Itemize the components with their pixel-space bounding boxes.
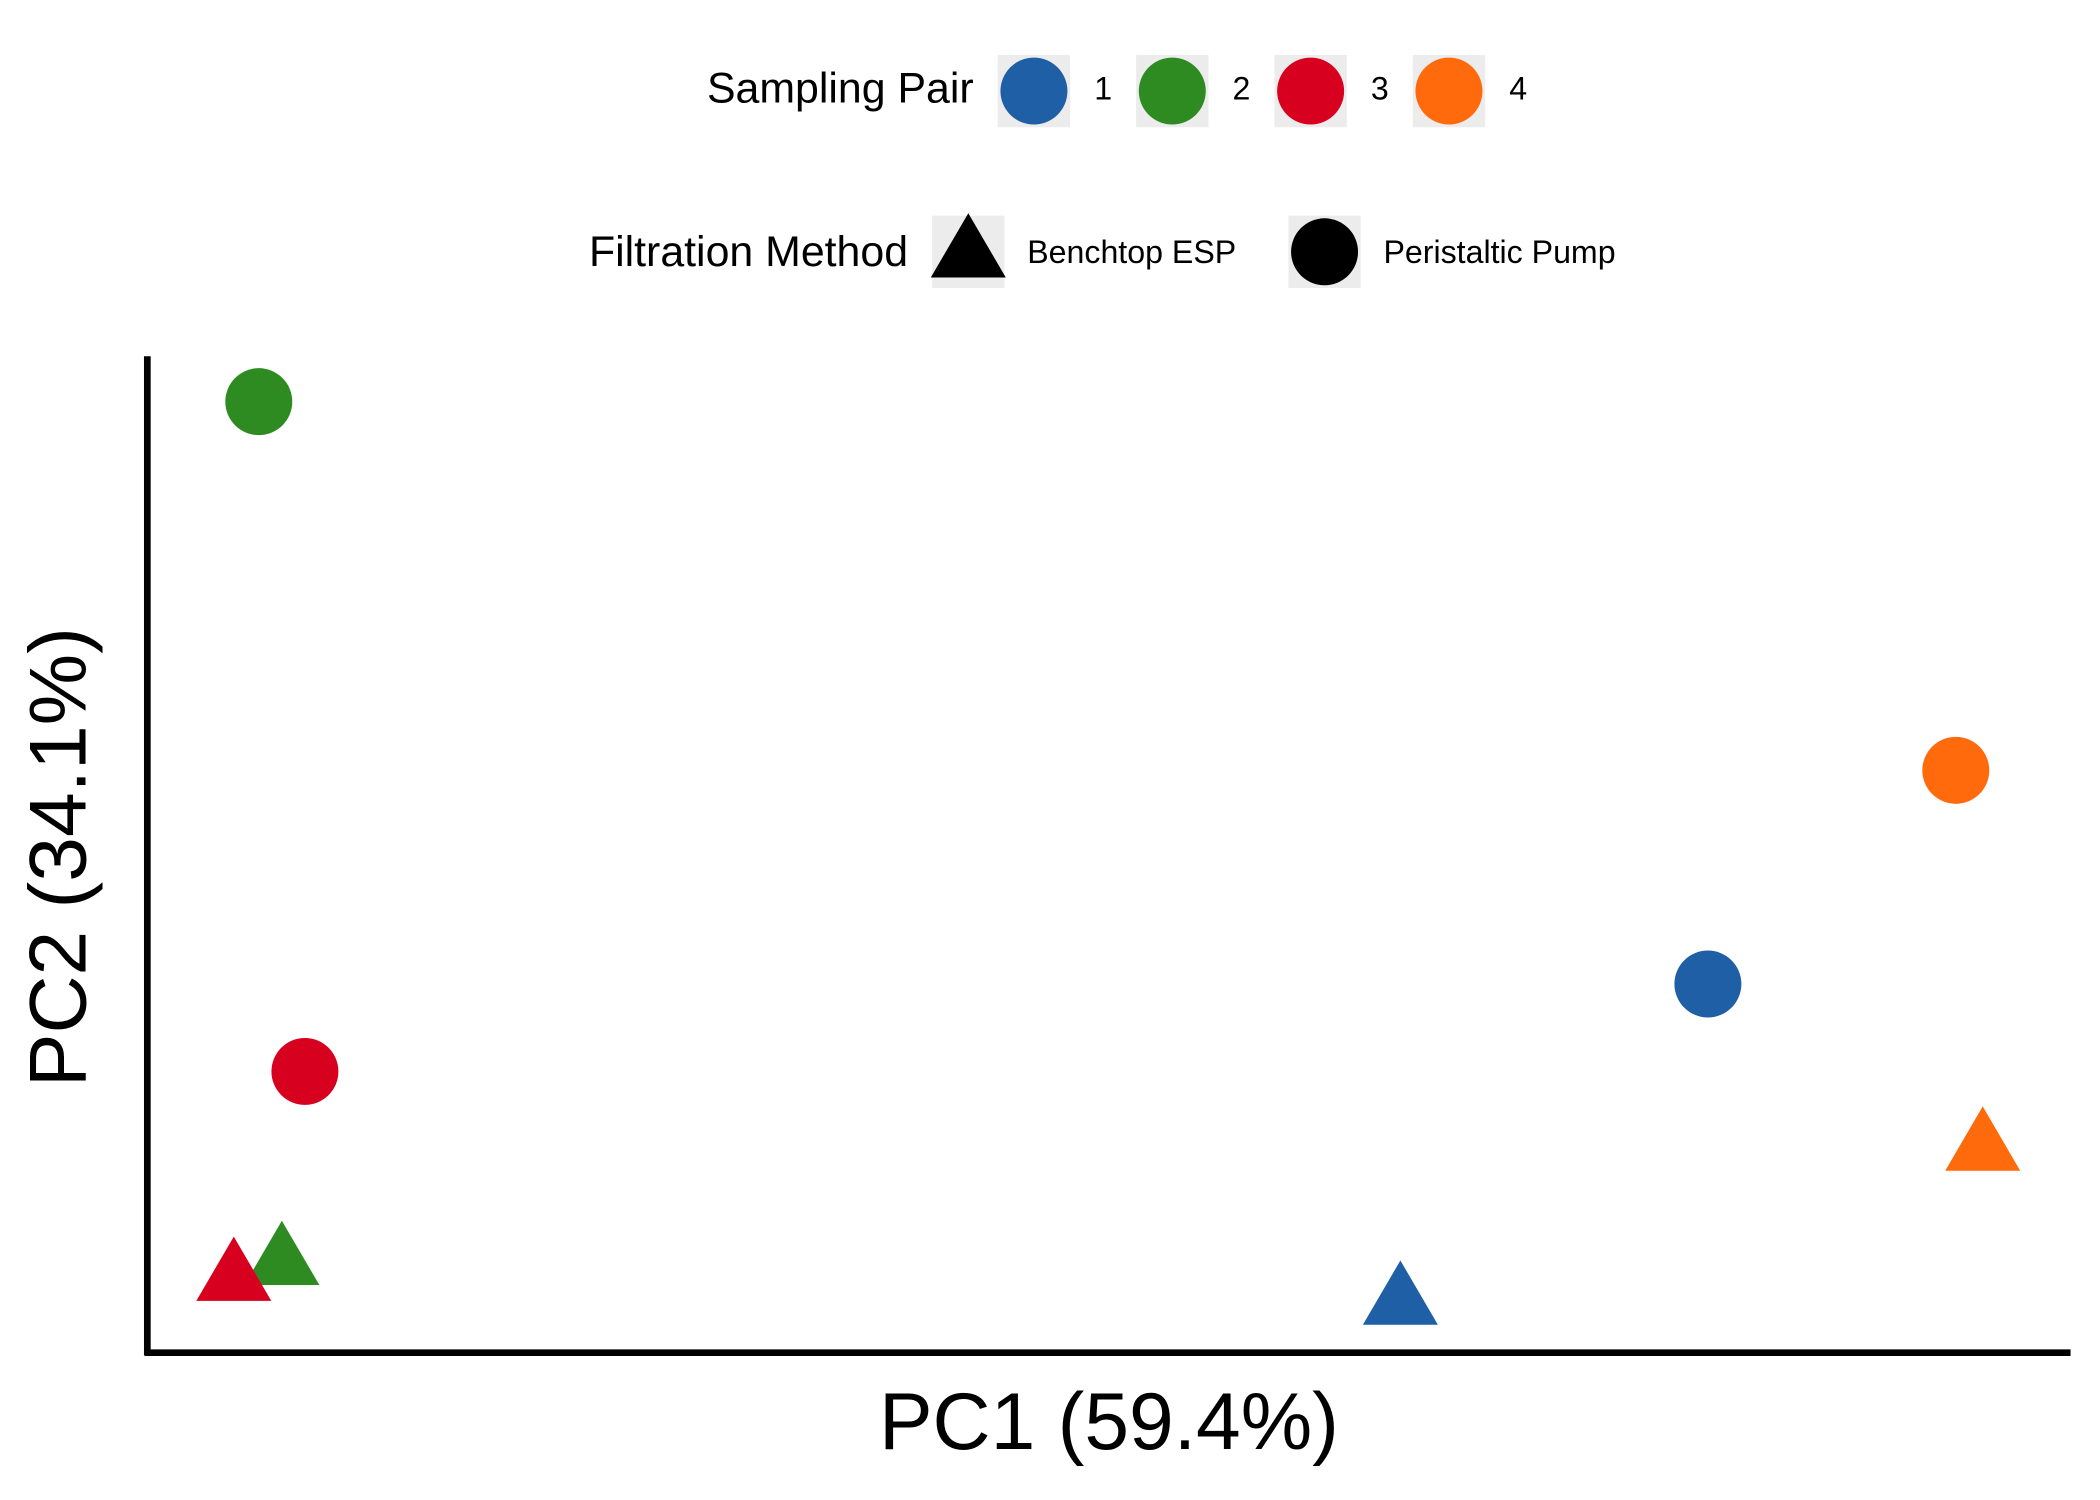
legend-label: Benchtop ESP bbox=[1027, 234, 1236, 270]
point bbox=[196, 1236, 272, 1301]
point bbox=[225, 368, 293, 436]
point bbox=[1922, 736, 1990, 804]
legend-label: Peristaltic Pump bbox=[1383, 234, 1615, 270]
point bbox=[1674, 950, 1742, 1018]
legend-title: Sampling Pair bbox=[707, 64, 974, 112]
legend-swatch bbox=[1138, 57, 1206, 125]
legend-swatch bbox=[1277, 57, 1345, 125]
legend-swatch bbox=[1291, 218, 1359, 286]
legend-swatch bbox=[1415, 57, 1483, 125]
legend-label: 1 bbox=[1094, 71, 1112, 107]
point bbox=[1362, 1260, 1438, 1325]
legend-title: Filtration Method bbox=[589, 228, 908, 276]
legend-swatch bbox=[930, 213, 1006, 278]
legend-label: 3 bbox=[1371, 71, 1389, 107]
point bbox=[271, 1037, 339, 1105]
legend-swatch bbox=[1000, 57, 1068, 125]
point bbox=[244, 1220, 320, 1285]
point bbox=[1945, 1106, 2021, 1171]
legend-label: 2 bbox=[1233, 71, 1251, 107]
y-axis-title: PC2 (34.1%) bbox=[14, 627, 104, 1087]
x-axis-title: PC1 (59.4%) bbox=[879, 1377, 1339, 1467]
legend-label: 4 bbox=[1509, 71, 1527, 107]
